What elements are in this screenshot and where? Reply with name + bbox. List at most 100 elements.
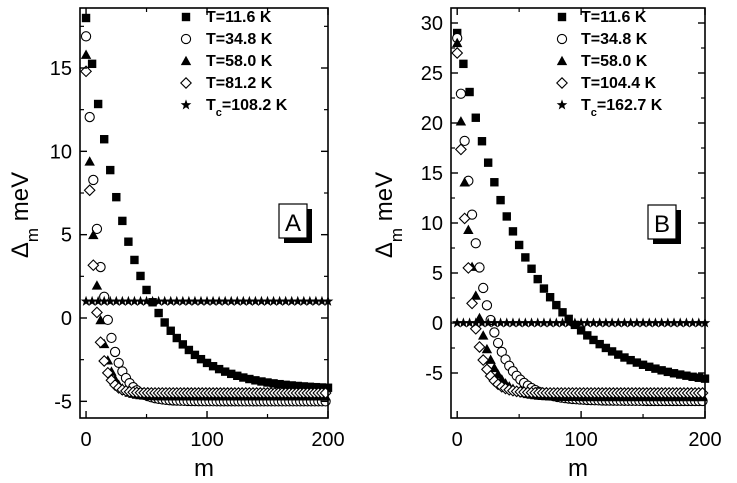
data-point	[91, 223, 103, 235]
data-point	[485, 354, 496, 364]
panel-label-box	[647, 204, 677, 240]
data-point	[113, 357, 124, 369]
data-point	[244, 295, 255, 306]
data-point	[304, 295, 316, 306]
x-tick-label: 200	[688, 429, 721, 451]
data-point	[262, 295, 273, 306]
x-tick-label: 0	[452, 429, 463, 451]
y-axis-label-main: Δ	[371, 242, 398, 258]
data-point	[293, 381, 302, 391]
data-point	[93, 99, 103, 109]
data-point	[619, 317, 630, 328]
data-point	[482, 317, 494, 328]
data-point	[256, 295, 267, 306]
data-point	[668, 317, 680, 328]
data-point	[656, 317, 667, 328]
data-point	[117, 295, 128, 306]
data-point	[588, 317, 599, 328]
data-point	[275, 379, 284, 389]
data-point	[481, 343, 493, 354]
data-point	[521, 253, 530, 262]
data-point	[478, 282, 489, 294]
legend-entry: T=58.0 K	[581, 53, 648, 70]
data-point	[645, 362, 654, 372]
legend-entry-main: T=34.8 K	[206, 31, 273, 48]
data-point	[220, 367, 230, 376]
data-point	[141, 295, 152, 306]
legend-entry-rest: =162.7 K	[597, 97, 663, 114]
data-point	[80, 31, 92, 42]
data-point	[470, 317, 482, 328]
data-point	[195, 295, 207, 306]
legend-marker	[180, 33, 192, 45]
y-axis-label: Δm meV	[7, 172, 42, 258]
data-point	[589, 335, 598, 345]
series-4	[451, 317, 711, 328]
legend-entry: T=58.0 K	[206, 53, 273, 70]
data-point	[159, 295, 171, 306]
data-point	[225, 295, 237, 306]
data-point	[281, 380, 290, 390]
data-point	[263, 378, 272, 387]
data-point	[178, 340, 188, 349]
plot-frame	[450, 7, 706, 419]
data-point	[614, 350, 623, 359]
data-point	[650, 317, 661, 328]
data-point	[80, 49, 92, 59]
y-axis-label-rest: meV	[7, 172, 34, 228]
data-point	[189, 295, 201, 306]
data-point	[465, 87, 474, 97]
data-point	[118, 216, 127, 226]
data-point	[219, 295, 231, 306]
data-point	[471, 113, 480, 122]
data-point	[502, 212, 511, 221]
data-point	[87, 59, 97, 69]
data-point	[657, 366, 666, 375]
legend-entry: Tc=162.7 K	[581, 97, 663, 119]
data-point	[527, 264, 536, 273]
data-point	[463, 224, 474, 234]
data-point	[80, 65, 93, 78]
legend-entry-main: T=11.6 K	[581, 9, 647, 26]
legend: T=11.6 K T=34.8 K T=58.0 K T=104.4 K Tc=162.…	[556, 9, 663, 119]
legend-entry-rest: =108.2 K	[222, 97, 288, 114]
data-point	[538, 317, 550, 328]
y-tick-label: 15	[50, 58, 72, 80]
data-point	[470, 290, 481, 300]
y-tick-label: 0	[432, 313, 443, 335]
y-tick-label: 20	[421, 113, 443, 135]
data-point	[563, 317, 575, 328]
data-point	[104, 295, 116, 306]
data-point	[451, 37, 463, 48]
data-point	[526, 317, 537, 328]
legend: T=11.6 K T=34.8 K T=58.0 K T=81.2 K Tc=108.2…	[180, 9, 288, 119]
data-point	[682, 371, 691, 380]
panel-label: A	[285, 210, 301, 237]
data-point	[213, 295, 225, 306]
y-tick-label: 5	[432, 263, 443, 285]
data-point	[183, 295, 195, 306]
y-tick-label: 15	[421, 163, 443, 185]
legend-entry: T=104.4 K	[581, 75, 657, 92]
data-point	[514, 240, 524, 250]
series-3	[80, 65, 332, 399]
data-point	[681, 317, 692, 328]
data-point	[286, 295, 298, 306]
data-point	[466, 209, 478, 220]
data-point	[251, 376, 260, 385]
data-point	[533, 274, 542, 284]
data-point	[190, 350, 200, 360]
data-point	[569, 317, 581, 328]
data-point	[257, 377, 266, 386]
legend-entry-main: T=11.6 K	[206, 9, 272, 26]
data-point	[508, 227, 518, 236]
data-point	[160, 318, 169, 327]
data-point	[298, 295, 310, 306]
legend-marker	[181, 12, 191, 22]
data-point	[495, 317, 506, 328]
data-point	[184, 345, 194, 355]
y-axis-label-sub: m	[23, 228, 42, 242]
data-point	[99, 135, 109, 144]
y-tick-label: -5	[425, 363, 443, 385]
